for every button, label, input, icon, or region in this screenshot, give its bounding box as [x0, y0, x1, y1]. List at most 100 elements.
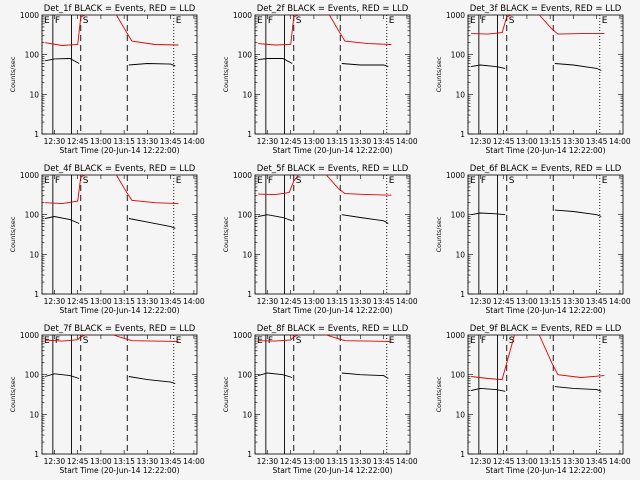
plot-frame: [254, 174, 411, 295]
x-tick-label: 13:15: [326, 137, 348, 146]
x-tick-label: 12:45: [493, 297, 515, 306]
plot-frame: [254, 14, 411, 135]
time-marker-label: E: [176, 16, 182, 26]
time-marker-label: F: [55, 16, 60, 26]
time-marker-label: S: [83, 16, 89, 26]
x-tick-label: 13:30: [563, 137, 585, 146]
y-axis-label: Counts/sec: [9, 376, 17, 412]
x-tick-label: 13:45: [586, 457, 608, 466]
time-marker-label: E: [470, 336, 476, 346]
x-tick-label: 14:00: [183, 457, 205, 466]
series-line-lld: [258, 14, 299, 46]
x-tick-label: 13:00: [516, 457, 538, 466]
x-tick-label: 13:00: [516, 297, 538, 306]
x-axis-label: Start Time (20-Jun-14 12:22:00): [60, 306, 180, 315]
x-axis-label: Start Time (20-Jun-14 12:22:00): [486, 306, 606, 315]
y-tick-label: 100: [238, 211, 253, 220]
y-tick-label: 1000: [233, 171, 252, 180]
time-marker-label: S: [296, 336, 302, 346]
time-marker-label: E: [602, 336, 608, 346]
x-axis-label: Start Time (20-Jun-14 12:22:00): [60, 466, 180, 475]
series-line-lld: [45, 174, 86, 205]
y-tick-label: 10: [455, 90, 465, 99]
x-tick-label: 12:30: [257, 297, 279, 306]
series-line-events: [44, 373, 80, 379]
x-axis-label: Start Time (20-Jun-14 12:22:00): [486, 466, 606, 475]
y-axis-label: Counts/sec: [9, 56, 17, 92]
x-tick-label: 12:45: [67, 137, 89, 146]
chart-panel-4: Det_4f BLACK = Events, RED = LLD 1 10 100 10…: [9, 164, 205, 315]
x-tick-label: 13:15: [113, 297, 135, 306]
series-line-lld: [258, 334, 299, 342]
chart-panel-6: Det_6f BLACK = Events, RED = LLD 1 10 100 10…: [435, 164, 631, 315]
y-tick-label: 10: [242, 250, 252, 259]
x-tick-label: 13:45: [160, 137, 182, 146]
y-tick-label: 1: [460, 450, 465, 459]
x-tick-label: 12:30: [470, 297, 492, 306]
y-tick-label: 10: [455, 410, 465, 419]
y-tick-label: 1000: [20, 331, 39, 340]
y-tick-label: 100: [451, 51, 466, 60]
x-axis-label: Start Time (20-Jun-14 12:22:00): [486, 146, 606, 155]
x-tick-label: 13:15: [326, 297, 348, 306]
x-tick-label: 14:00: [396, 457, 418, 466]
y-axis-label: Counts/sec: [222, 216, 230, 252]
x-tick-label: 13:15: [326, 457, 348, 466]
x-tick-label: 13:30: [350, 137, 372, 146]
y-tick-label: 1: [34, 450, 39, 459]
time-marker-label: E: [44, 16, 50, 26]
series-line-lld: [116, 174, 179, 205]
chart-panel-7: Det_7f BLACK = Events, RED = LLD 1 10 100 10…: [9, 324, 205, 475]
series-line-lld: [538, 334, 605, 378]
x-tick-label: 13:30: [350, 297, 372, 306]
x-tick-label: 14:00: [183, 137, 205, 146]
x-tick-label: 13:00: [90, 297, 112, 306]
y-tick-label: 1000: [446, 331, 465, 340]
x-axis-label: Start Time (20-Jun-14 12:22:00): [273, 306, 393, 315]
y-tick-label: 100: [238, 51, 253, 60]
series-line-events: [554, 386, 602, 392]
time-marker-label: E: [176, 336, 182, 346]
series-line-events: [341, 214, 389, 224]
x-tick-label: 12:30: [257, 457, 279, 466]
plot-frame: [41, 174, 198, 295]
x-tick-label: 12:30: [44, 297, 66, 306]
plot-frame: [467, 334, 624, 455]
y-tick-label: 10: [455, 250, 465, 259]
y-tick-label: 10: [29, 90, 39, 99]
plot-frame: [41, 334, 198, 455]
x-tick-label: 12:45: [280, 137, 302, 146]
time-marker-label: E: [602, 176, 608, 186]
series-line-events: [471, 64, 506, 69]
chart-title: Det_7f BLACK = Events, RED = LLD: [44, 324, 196, 334]
x-tick-label: 13:15: [539, 137, 561, 146]
y-tick-label: 1: [34, 130, 39, 139]
x-tick-label: 13:30: [137, 457, 159, 466]
series-line-events: [258, 58, 293, 64]
x-tick-label: 13:45: [586, 137, 608, 146]
y-tick-label: 100: [451, 211, 466, 220]
time-marker-label: F: [481, 176, 486, 186]
plot-frame: [467, 174, 624, 295]
x-tick-label: 13:15: [539, 297, 561, 306]
time-marker-label: S: [83, 336, 89, 346]
chart-panel-2: Det_2f BLACK = Events, RED = LLD 1 10 100 10…: [222, 4, 418, 155]
plot-frame: [467, 14, 624, 135]
series-line-lld: [325, 174, 392, 196]
series-line-lld: [45, 14, 86, 46]
x-tick-label: 13:45: [373, 137, 395, 146]
y-tick-label: 1000: [446, 171, 465, 180]
y-tick-label: 10: [242, 410, 252, 419]
series-line-lld: [258, 174, 299, 196]
time-marker-label: E: [389, 16, 395, 26]
y-tick-label: 1: [460, 290, 465, 299]
x-tick-label: 13:15: [539, 457, 561, 466]
series-line-lld: [329, 14, 392, 45]
x-tick-label: 12:30: [44, 137, 66, 146]
x-tick-label: 14:00: [396, 137, 418, 146]
series-line-events: [341, 372, 389, 379]
time-marker-label: F: [55, 176, 60, 186]
x-tick-label: 13:30: [137, 137, 159, 146]
x-tick-label: 13:15: [113, 137, 135, 146]
y-tick-label: 100: [238, 371, 253, 380]
